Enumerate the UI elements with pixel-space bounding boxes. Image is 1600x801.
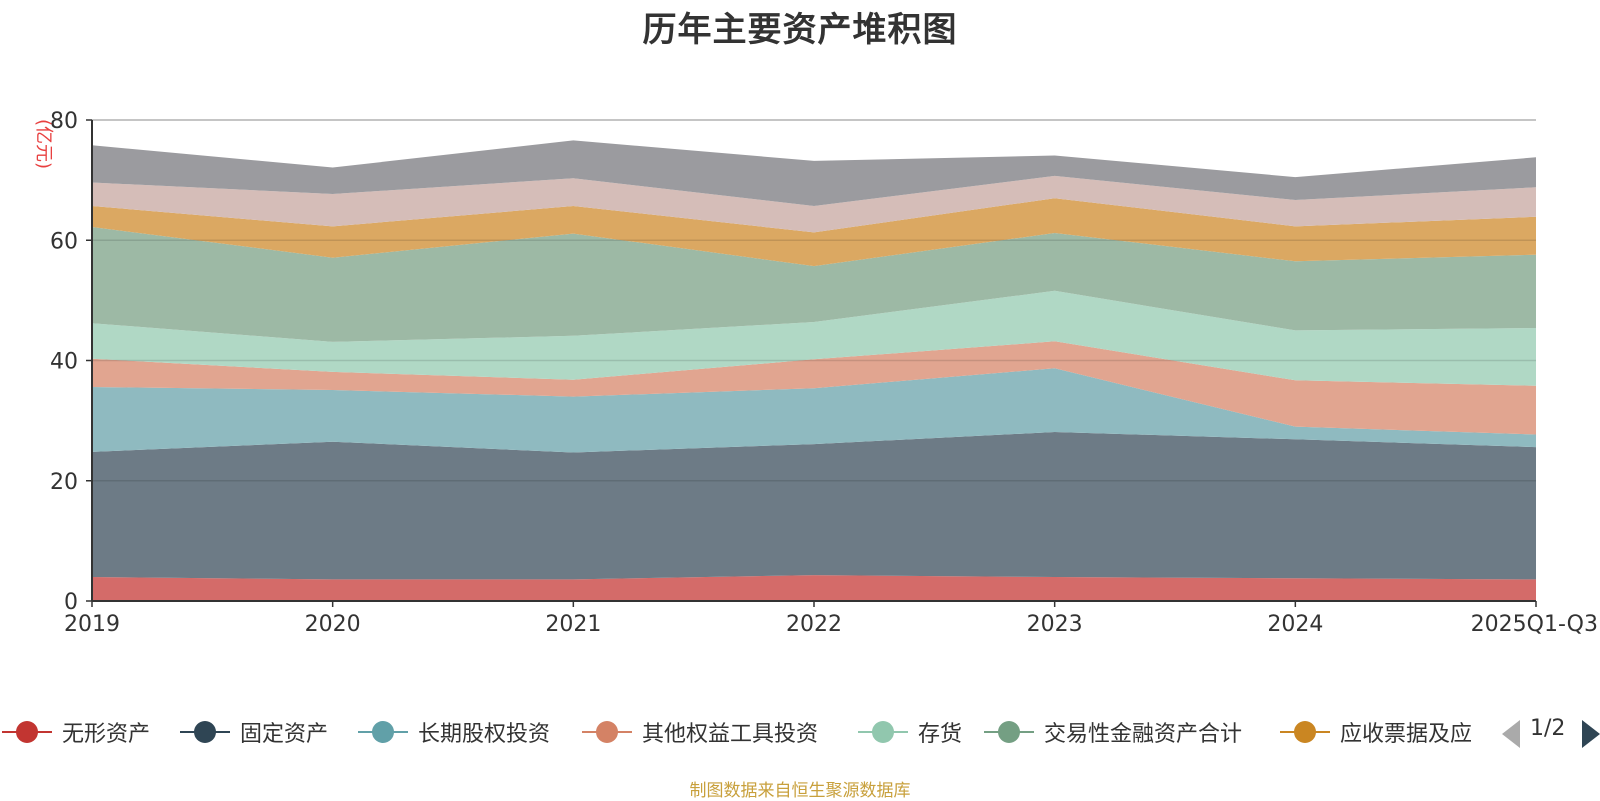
legend-marker-icon	[1280, 720, 1330, 744]
x-tick-label: 2023	[1027, 612, 1083, 637]
legend-item[interactable]: 固定资产	[180, 712, 328, 752]
legend-marker-icon	[2, 720, 52, 744]
area-series-7[interactable]	[92, 198, 1536, 267]
legend-label: 固定资产	[240, 722, 329, 747]
legend-item[interactable]: 交易性金融资产合计	[984, 712, 1242, 752]
legend-marker-icon	[984, 720, 1034, 744]
legend-item[interactable]: 其他权益工具投资	[582, 712, 818, 752]
x-tick-label: 2020	[305, 612, 361, 637]
area-series-5[interactable]	[92, 290, 1536, 386]
legend-page-indicator: 1/2	[1530, 716, 1566, 741]
y-tick-label: 40	[50, 350, 78, 375]
legend-label: 长期股权投资	[418, 722, 551, 747]
x-tick-label: 2024	[1267, 612, 1323, 637]
y-tick-label: 20	[50, 470, 78, 495]
area-series-8[interactable]	[92, 175, 1536, 233]
area-series-6[interactable]	[92, 227, 1536, 342]
x-tick-label: 2019	[64, 612, 120, 637]
legend-label: 其他权益工具投资	[642, 722, 819, 747]
legend-item[interactable]: 长期股权投资	[358, 712, 550, 752]
source-note: 制图数据来自恒生聚源数据库	[689, 781, 911, 801]
y-tick-label: 0	[64, 590, 78, 615]
y-axis-unit-label: (亿元)	[33, 119, 54, 169]
y-tick-label: 80	[50, 109, 78, 134]
chart-title: 历年主要资产堆积图	[642, 10, 958, 50]
legend-marker-icon	[582, 720, 632, 744]
area-series-9[interactable]	[92, 140, 1536, 206]
area-series-4[interactable]	[92, 341, 1536, 435]
legend-item[interactable]: 存货	[858, 712, 962, 752]
area-series-2[interactable]	[92, 432, 1536, 580]
legend-marker-icon	[180, 720, 230, 744]
legend-label: 交易性金融资产合计	[1044, 722, 1243, 747]
legend-label: 应收票据及应	[1340, 722, 1473, 747]
legend: 无形资产 固定资产 长期股权投资 其他权益工具投资 存货 交易性金融资产合计 应收票据及应	[0, 712, 1600, 752]
legend-marker-icon	[358, 720, 408, 744]
x-tick-label: 2021	[545, 612, 601, 637]
y-tick-label: 60	[50, 229, 78, 254]
legend-item[interactable]: 无形资产	[2, 712, 150, 752]
legend-item[interactable]: 应收票据及应	[1280, 712, 1472, 752]
legend-label: 无形资产	[62, 722, 151, 747]
legend-next-page-icon[interactable]	[1582, 720, 1600, 748]
x-tick-label: 2022	[786, 612, 842, 637]
legend-label: 存货	[918, 722, 963, 747]
legend-marker-icon	[858, 720, 908, 744]
x-tick-label: 2025Q1-Q3	[1471, 612, 1598, 637]
area-series-3[interactable]	[92, 368, 1536, 453]
area-series-1[interactable]	[92, 575, 1536, 601]
legend-prev-page-icon[interactable]	[1502, 720, 1520, 748]
